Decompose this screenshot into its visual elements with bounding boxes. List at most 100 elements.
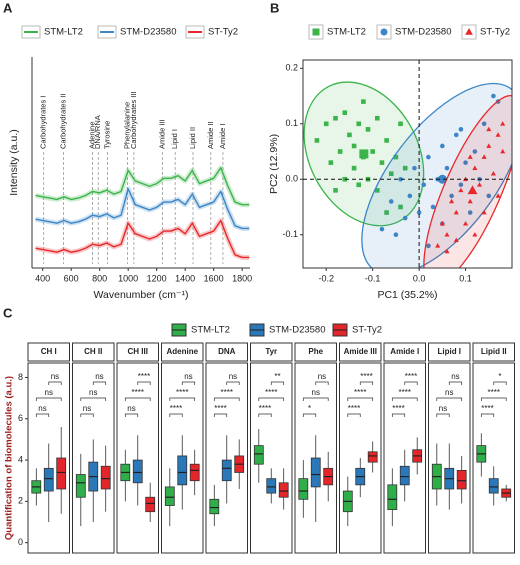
- point: [365, 127, 371, 132]
- annotation-label: Amide III: [157, 119, 166, 149]
- point: [458, 182, 464, 188]
- legend-label: ST-Ty2: [208, 27, 238, 38]
- point: [467, 210, 473, 215]
- point: [333, 115, 338, 121]
- point: [356, 182, 362, 188]
- point: [449, 198, 455, 204]
- significance-bracket: [35, 413, 50, 417]
- point: [388, 171, 394, 177]
- x-tick-label: 1400: [175, 273, 195, 283]
- y-tick-label: 0: [18, 537, 23, 547]
- point: [328, 160, 334, 165]
- facet-strip: [294, 342, 337, 362]
- box-body: [43, 467, 54, 492]
- legend-marker: [465, 27, 473, 35]
- significance-label: ****: [176, 388, 188, 397]
- box-body: [56, 457, 67, 490]
- point: [458, 187, 464, 193]
- point: [500, 121, 506, 126]
- box-body: [75, 474, 86, 498]
- facet-strip: [72, 342, 115, 362]
- significance-bracket: [124, 413, 139, 417]
- facet-panel: [472, 362, 515, 554]
- point: [342, 110, 348, 115]
- significance-label: ****: [360, 372, 372, 381]
- x-axis-title: Wavenumber (cm⁻¹): [94, 289, 189, 301]
- significance-bracket: [436, 397, 463, 401]
- significance-label: ****: [132, 388, 144, 397]
- point: [453, 209, 459, 215]
- significance-label: ns: [451, 372, 459, 381]
- significance-bracket: [213, 397, 240, 401]
- legend-marker: [312, 28, 320, 36]
- point: [342, 176, 348, 182]
- point: [467, 198, 473, 204]
- legend-label: ST-Ty2: [352, 325, 382, 336]
- point: [486, 143, 492, 148]
- facet-strip: [472, 342, 515, 362]
- series-line: [35, 219, 250, 259]
- significance-label: ns: [45, 388, 53, 397]
- centroid: [359, 149, 369, 159]
- point: [481, 121, 487, 127]
- x-tick-label: 0.1: [459, 273, 472, 283]
- y-tick-label: 8: [18, 372, 23, 382]
- significance-bracket: [35, 397, 62, 401]
- facet-title: CH II: [84, 347, 102, 356]
- point: [453, 237, 459, 243]
- y-tick-label: -0.1: [282, 229, 298, 239]
- point: [398, 204, 403, 210]
- y-tick-label: 4: [18, 454, 23, 464]
- annotation-label: Adenine: [88, 121, 97, 149]
- significance-bracket: [347, 413, 361, 417]
- facet-title: CH I: [41, 347, 57, 356]
- significance-label: ****: [392, 404, 404, 413]
- panel-label: C: [3, 305, 13, 320]
- point: [361, 99, 366, 104]
- significance-bracket: [258, 413, 272, 417]
- legend-label: STM-LT2: [327, 27, 366, 38]
- point: [481, 209, 487, 215]
- facet-panel: [339, 362, 382, 554]
- box-body: [145, 496, 156, 513]
- point: [426, 243, 431, 249]
- point: [384, 138, 389, 143]
- series-line: [35, 188, 250, 230]
- significance-bracket: [270, 381, 285, 385]
- significance-label: *: [498, 372, 501, 381]
- facet-panel: [27, 362, 70, 554]
- panel-label: B: [270, 0, 279, 15]
- significance-label: ns: [51, 372, 59, 381]
- annotation-label: Lipid I: [170, 129, 179, 149]
- facet-panel: [161, 362, 204, 554]
- panel-label: A: [3, 0, 13, 15]
- box-body: [298, 478, 309, 500]
- box-body: [387, 484, 398, 511]
- significance-label: ns: [229, 372, 237, 381]
- significance-label: ns: [439, 404, 447, 413]
- point: [393, 232, 399, 238]
- significance-label: ****: [348, 404, 360, 413]
- scatter-clip-group: [303, 81, 512, 268]
- significance-label: ns: [445, 388, 453, 397]
- significance-label: ****: [221, 388, 233, 397]
- significance-label: ns: [83, 404, 91, 413]
- x-tick-label: 1600: [204, 273, 224, 283]
- significance-label: ****: [170, 404, 182, 413]
- point: [402, 165, 408, 171]
- facet-strip: [27, 342, 70, 362]
- facet-strip: [116, 342, 159, 362]
- point: [314, 138, 320, 143]
- facet-strip: [205, 342, 248, 362]
- significance-bracket: [92, 381, 107, 385]
- facet-strip: [428, 342, 471, 362]
- point: [500, 148, 506, 154]
- significance-bracket: [80, 397, 107, 401]
- facet-title: Lipid I: [437, 347, 461, 356]
- legend-label: STM-D23580: [120, 27, 177, 38]
- significance-bracket: [169, 397, 196, 401]
- facet-title: Phe: [308, 347, 323, 356]
- facet-panel: [428, 362, 471, 554]
- annotation-label: Amide II: [206, 121, 215, 149]
- point: [449, 193, 454, 199]
